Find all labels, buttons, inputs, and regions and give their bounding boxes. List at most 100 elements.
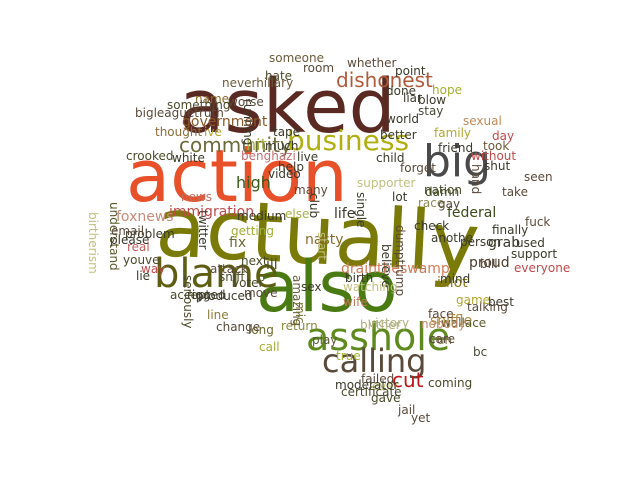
word: check <box>414 219 450 233</box>
word: bill <box>480 257 498 271</box>
word: shut <box>484 159 511 173</box>
word: ive <box>204 125 222 139</box>
word: without <box>471 149 517 163</box>
word: problem <box>125 227 175 241</box>
word: rigged <box>187 288 226 302</box>
word: point <box>395 64 426 78</box>
word: grab <box>488 235 521 251</box>
word: day <box>492 129 515 143</box>
word: mind <box>440 272 471 286</box>
word: seriously <box>181 275 195 329</box>
word: nobody <box>421 317 466 331</box>
word: draintheswamp <box>341 261 450 277</box>
word: whether <box>347 56 397 70</box>
word: finally <box>492 223 529 237</box>
word: return <box>281 319 318 333</box>
word: next <box>241 254 268 268</box>
word: friend <box>438 141 474 155</box>
word: wallace <box>441 316 487 330</box>
word: please <box>110 233 150 247</box>
word: damn <box>425 185 460 199</box>
word: fuck <box>525 215 551 229</box>
word: play <box>312 333 338 347</box>
word: hate <box>265 69 293 83</box>
word: hand <box>469 164 483 195</box>
word: video <box>268 167 301 181</box>
word: stay <box>418 104 444 118</box>
word: name <box>195 92 230 106</box>
word: government <box>182 114 268 130</box>
word: something <box>167 98 231 112</box>
word: youve <box>123 253 160 267</box>
word: action <box>126 134 348 218</box>
word: person <box>460 235 502 249</box>
word: coming <box>428 376 473 390</box>
word: email <box>111 224 145 238</box>
word: race <box>418 196 445 210</box>
word: getting <box>231 224 274 238</box>
word: nasty <box>305 232 344 248</box>
word: dishonest <box>336 68 433 92</box>
word: ever <box>372 379 399 393</box>
word: worse <box>228 95 264 109</box>
word: face <box>428 307 454 321</box>
word: used <box>516 236 545 250</box>
word: hope <box>432 83 462 97</box>
word: world <box>386 112 420 126</box>
word: much <box>265 139 299 153</box>
word: supporter <box>357 176 416 190</box>
word: room <box>303 61 335 75</box>
word: benghazi <box>241 149 296 163</box>
word: talking <box>467 300 508 314</box>
word: tape <box>273 125 301 139</box>
word: wife <box>343 295 368 309</box>
word: family <box>434 126 472 140</box>
word: attack <box>210 262 248 276</box>
word: best <box>488 295 514 309</box>
word: someone <box>269 51 324 65</box>
word: fix <box>229 235 247 251</box>
word: game <box>456 293 491 307</box>
word: thought <box>155 125 203 139</box>
word: true <box>336 349 361 363</box>
word: ill <box>266 257 278 273</box>
word: life <box>334 206 356 222</box>
word: idiot <box>437 275 468 291</box>
word: birtherism <box>86 212 100 274</box>
word: bigleaguetruth <box>135 106 224 120</box>
word: failed <box>361 372 395 386</box>
word: everyone <box>514 261 571 275</box>
word: else <box>285 207 310 221</box>
word: start <box>315 232 329 260</box>
word: proud <box>469 255 510 271</box>
word: blame <box>154 251 279 297</box>
word: lie <box>136 269 151 283</box>
word: watching <box>343 280 398 294</box>
word: take <box>502 185 528 199</box>
word: better <box>380 128 417 142</box>
word: mic <box>293 302 307 324</box>
word: gay <box>438 197 461 211</box>
word: asked <box>179 64 396 150</box>
word: bc <box>473 345 488 359</box>
word: medium <box>237 209 287 223</box>
word: federal <box>447 205 497 221</box>
word: immigration <box>169 204 255 220</box>
word: moderator <box>335 378 399 392</box>
word: forget <box>400 161 436 175</box>
word: many <box>294 183 328 197</box>
word: calling <box>322 342 427 380</box>
word: call <box>259 340 280 354</box>
word: sniffle <box>430 313 473 329</box>
word: hit <box>246 135 267 154</box>
word: neverhillary <box>222 76 294 90</box>
word: white <box>172 151 205 165</box>
word: liar <box>403 91 422 105</box>
word: lot <box>392 190 408 204</box>
word: high <box>236 173 271 192</box>
word: news <box>181 190 213 204</box>
word: accept <box>170 288 211 302</box>
word: change <box>216 320 261 334</box>
word: child <box>376 151 405 165</box>
word: sniff <box>219 270 245 284</box>
